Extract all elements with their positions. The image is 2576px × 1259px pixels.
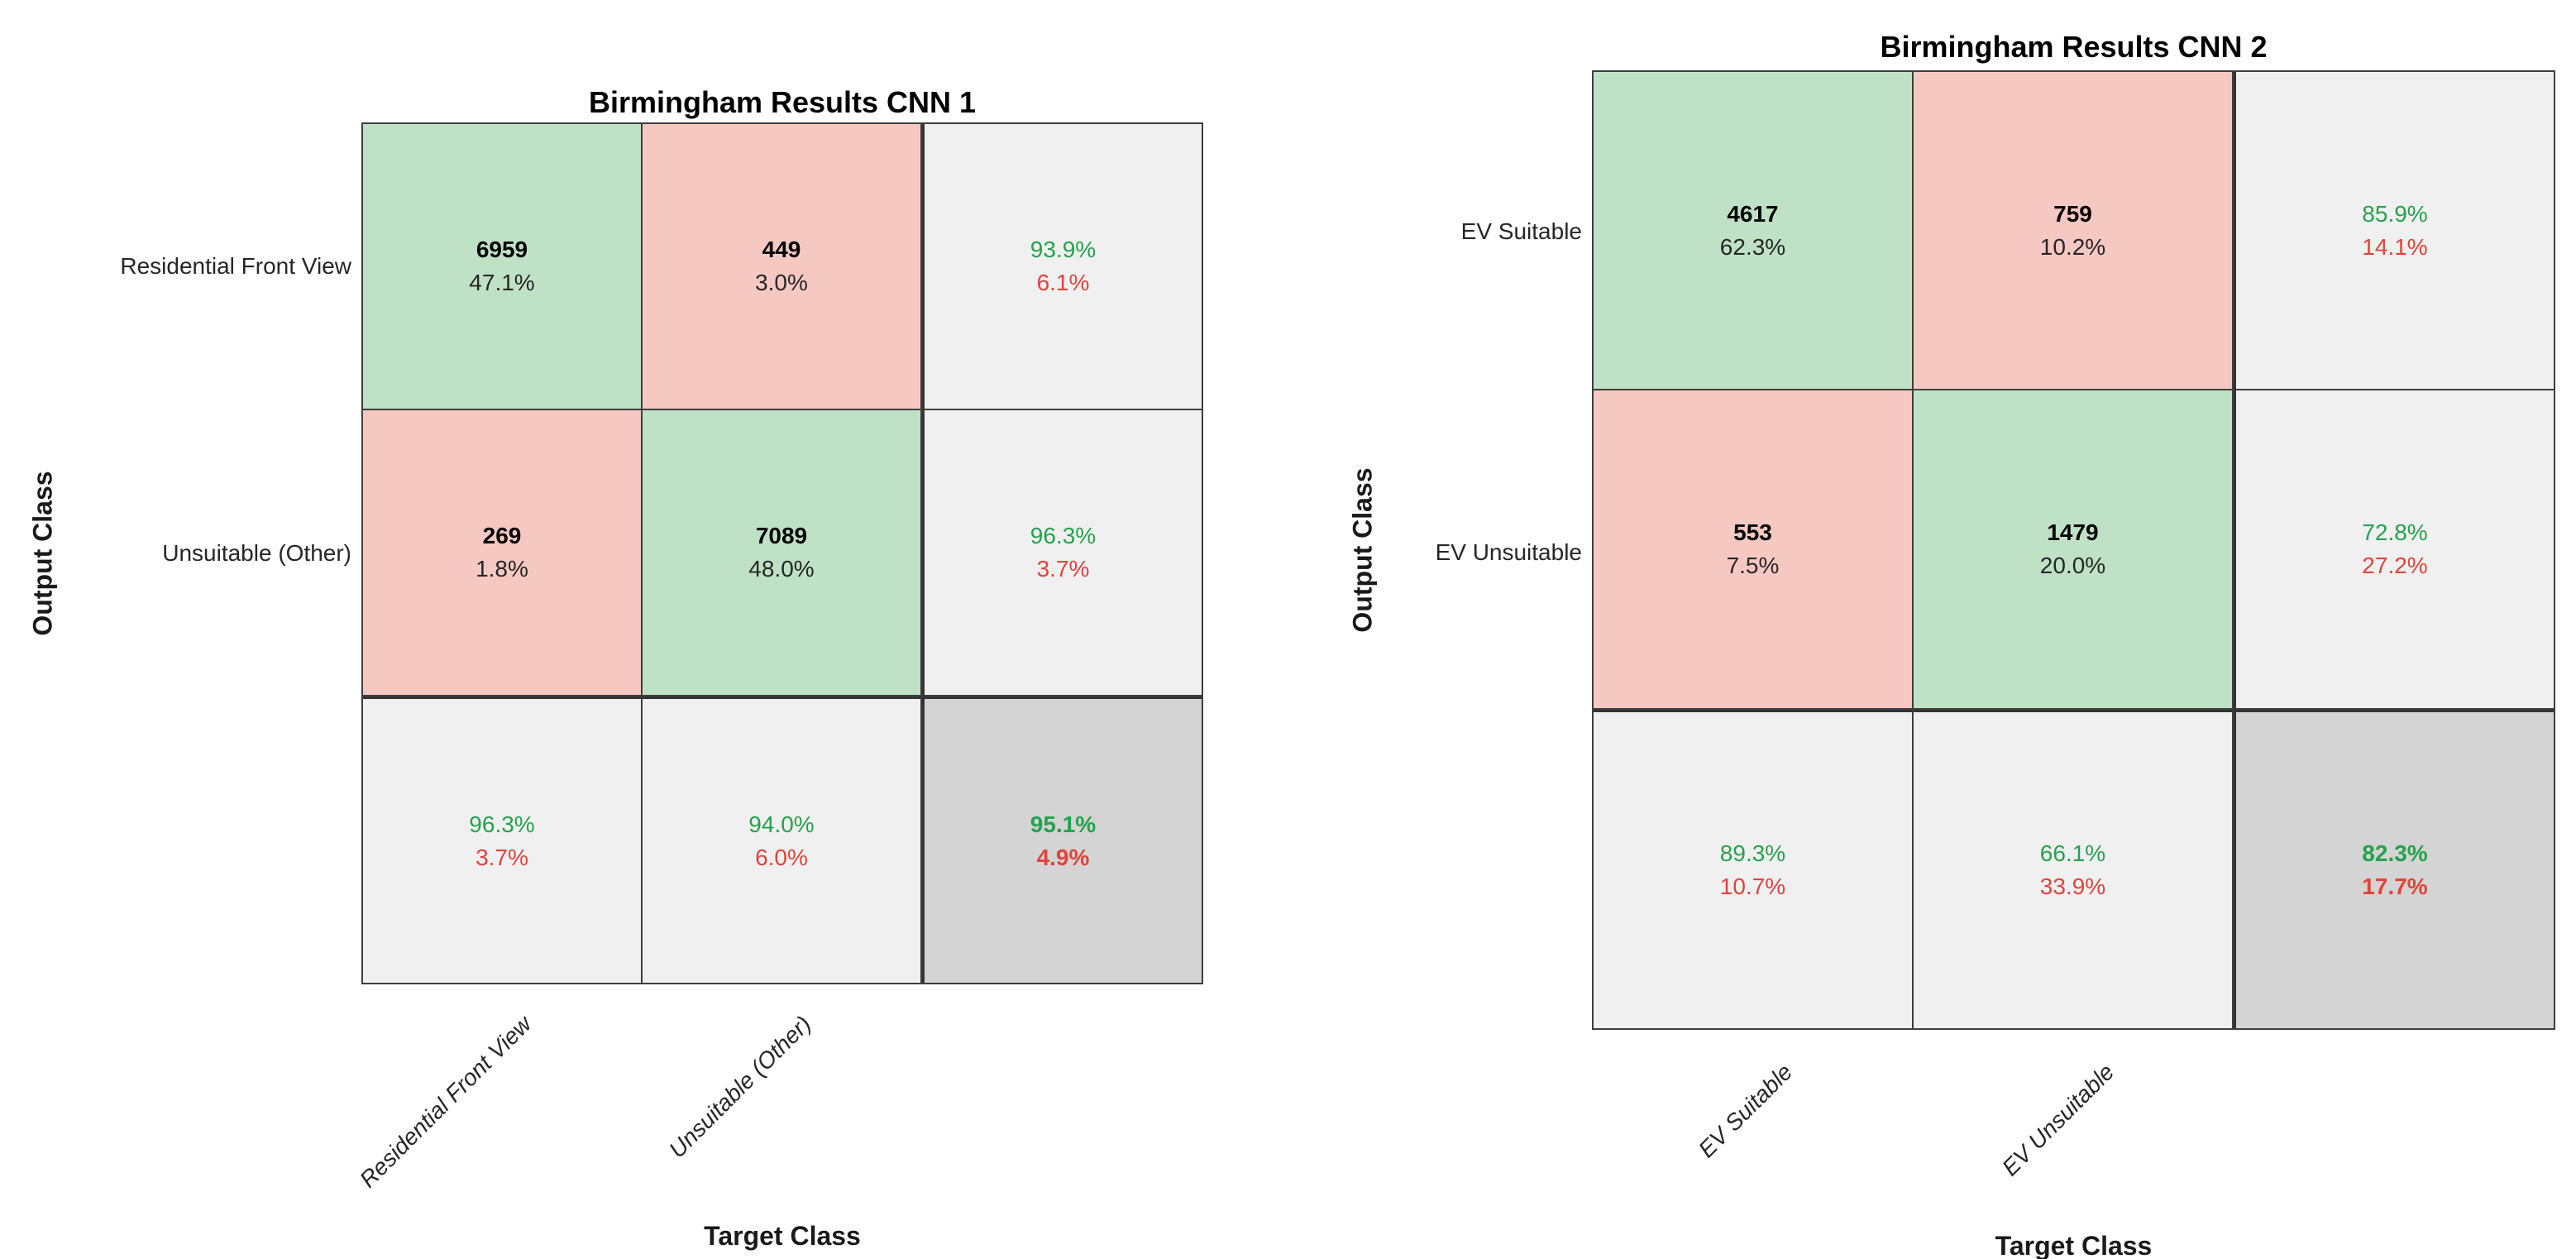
cell-percent: 1.8% bbox=[476, 556, 528, 582]
y-tick-label: EV Suitable bbox=[1460, 218, 1582, 244]
matrix-cell: 449 3.0% bbox=[643, 124, 922, 410]
cell-percent: 6.1% bbox=[1036, 270, 1090, 295]
cell-percent: 89.3% bbox=[1719, 840, 1786, 866]
cell-percent: 3.0% bbox=[755, 270, 808, 295]
cell-percent: 3.7% bbox=[476, 844, 528, 870]
col-summary-cell: 66.1% 33.9% bbox=[1914, 709, 2234, 1028]
cell-count: 759 bbox=[2053, 200, 2092, 227]
cell-count: 269 bbox=[482, 523, 522, 548]
cell-percent: 95.1% bbox=[1030, 811, 1097, 837]
cell-percent: 85.9% bbox=[2362, 200, 2428, 227]
confusion-grid: 4617 62.3% 759 10.2% 85.9% 14.1% 553 7.5% 1479 20… bbox=[1592, 70, 2555, 1030]
cell-count: 1479 bbox=[2047, 519, 2099, 545]
x-axis-label: Target Class bbox=[704, 1221, 861, 1251]
cell-percent: 93.9% bbox=[1030, 237, 1097, 262]
x-tick-label: Unsuitable (Other) bbox=[664, 1011, 816, 1163]
cell-percent: 96.3% bbox=[1030, 523, 1097, 548]
y-axis-label: Output Class bbox=[27, 471, 58, 636]
col-summary-cell: 96.3% 3.7% bbox=[363, 697, 643, 983]
cell-percent: 62.3% bbox=[1719, 233, 1786, 260]
cell-percent: 3.7% bbox=[1036, 556, 1090, 582]
matrix-cell: 7089 48.0% bbox=[643, 410, 922, 697]
x-tick-label: EV Unsuitable bbox=[1996, 1059, 2119, 1181]
cell-percent: 72.8% bbox=[2362, 519, 2428, 545]
cell-percent: 10.2% bbox=[2039, 233, 2106, 260]
cell-percent: 7.5% bbox=[1726, 552, 1780, 578]
chart-title: Birmingham Results CNN 2 bbox=[1880, 30, 2268, 64]
x-tick-label: EV Suitable bbox=[1693, 1059, 1797, 1163]
y-tick-label: Residential Front View bbox=[120, 253, 351, 279]
row-summary-cell: 96.3% 3.7% bbox=[922, 410, 1202, 697]
cell-percent: 47.1% bbox=[469, 270, 535, 295]
chart-title: Birmingham Results CNN 1 bbox=[588, 85, 977, 119]
cell-percent: 27.2% bbox=[2362, 552, 2428, 578]
row-summary-cell: 85.9% 14.1% bbox=[2234, 72, 2554, 391]
matrix-cell: 553 7.5% bbox=[1594, 390, 1914, 710]
col-summary-cell: 89.3% 10.7% bbox=[1594, 709, 1914, 1028]
cell-count: 449 bbox=[762, 237, 801, 262]
matrix-cell: 6959 47.1% bbox=[363, 124, 643, 410]
cell-count: 6959 bbox=[476, 237, 528, 262]
overall-accuracy-cell: 82.3% 17.7% bbox=[2234, 709, 2554, 1028]
cell-percent: 14.1% bbox=[2362, 233, 2428, 260]
cell-percent: 96.3% bbox=[469, 811, 535, 837]
cell-percent: 33.9% bbox=[2039, 873, 2106, 899]
cell-percent: 17.7% bbox=[2362, 873, 2428, 899]
matrix-cell: 1479 20.0% bbox=[1914, 390, 2234, 710]
matrix-cell: 4617 62.3% bbox=[1594, 72, 1914, 391]
cell-count: 553 bbox=[1733, 519, 1772, 545]
cell-percent: 4.9% bbox=[1036, 844, 1090, 870]
cell-percent: 94.0% bbox=[748, 811, 815, 837]
x-tick-label: Residential Front View bbox=[355, 1011, 537, 1193]
matrix-cell: 759 10.2% bbox=[1914, 72, 2234, 391]
matrix-cell: 269 1.8% bbox=[363, 410, 643, 697]
x-axis-label: Target Class bbox=[1995, 1231, 2153, 1259]
y-tick-label: EV Unsuitable bbox=[1435, 539, 1582, 565]
col-summary-cell: 94.0% 6.0% bbox=[643, 697, 922, 983]
y-axis-label: Output Class bbox=[1347, 467, 1378, 633]
confusion-grid: 6959 47.1% 449 3.0% 93.9% 6.1% 269 1.8% 7089 48.0… bbox=[361, 122, 1203, 984]
cell-percent: 66.1% bbox=[2039, 840, 2106, 866]
cell-percent: 6.0% bbox=[755, 844, 808, 870]
cell-count: 7089 bbox=[755, 523, 808, 548]
row-summary-cell: 72.8% 27.2% bbox=[2234, 390, 2554, 710]
cell-percent: 82.3% bbox=[2362, 840, 2428, 866]
cell-percent: 10.7% bbox=[1719, 873, 1786, 899]
cell-percent: 20.0% bbox=[2039, 552, 2106, 578]
row-summary-cell: 93.9% 6.1% bbox=[922, 124, 1202, 410]
overall-accuracy-cell: 95.1% 4.9% bbox=[922, 697, 1202, 983]
y-tick-label: Unsuitable (Other) bbox=[162, 540, 351, 566]
cell-percent: 48.0% bbox=[748, 556, 815, 582]
cell-count: 4617 bbox=[1727, 200, 1779, 227]
